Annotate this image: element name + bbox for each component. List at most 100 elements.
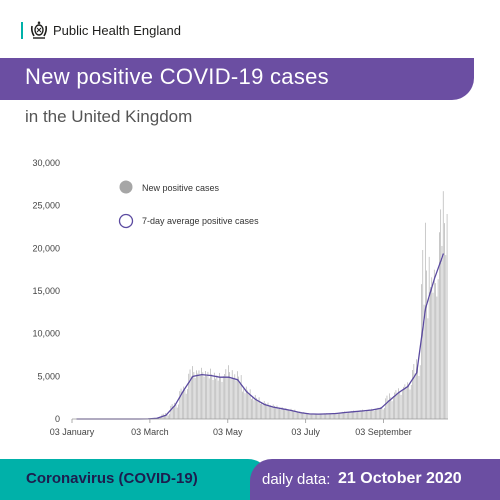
case-bar — [231, 370, 233, 419]
case-bar — [256, 398, 257, 419]
case-bar — [175, 405, 177, 419]
case-bar — [409, 389, 411, 419]
case-bar — [416, 359, 417, 419]
case-bar — [238, 376, 239, 419]
case-bar — [230, 378, 232, 419]
case-bar — [418, 375, 420, 419]
case-bar — [430, 286, 431, 419]
case-bar — [331, 413, 333, 419]
case-bar — [372, 409, 374, 419]
footer-date-band: daily data: 21 October 2020 — [250, 459, 500, 500]
case-bar — [334, 413, 335, 419]
case-bar — [271, 407, 273, 419]
case-bar — [179, 391, 181, 419]
case-bar — [309, 413, 311, 419]
case-bar — [221, 381, 223, 419]
case-bar — [170, 405, 172, 419]
case-bar — [358, 410, 360, 419]
case-bar — [268, 406, 270, 419]
case-bar — [359, 410, 361, 419]
case-bar — [171, 404, 173, 419]
case-bar — [219, 372, 220, 419]
case-bar — [314, 413, 316, 419]
case-bar — [387, 400, 389, 419]
case-bar — [362, 409, 364, 419]
case-bar — [295, 412, 297, 419]
case-bar — [441, 245, 443, 419]
case-bar — [190, 376, 192, 419]
case-bar — [206, 375, 207, 419]
case-bar — [166, 414, 168, 419]
case-bar — [198, 370, 200, 419]
case-bar — [311, 414, 312, 419]
legend-label-average: 7-day average positive cases — [142, 216, 259, 226]
case-bar — [167, 415, 169, 419]
case-bar — [335, 412, 337, 419]
case-bar — [277, 408, 279, 419]
case-bar — [353, 410, 355, 419]
case-bar — [297, 411, 298, 419]
case-bar — [280, 409, 282, 419]
case-bar — [432, 292, 434, 419]
case-bar — [262, 404, 264, 419]
case-bar — [440, 209, 442, 419]
case-bar — [375, 409, 376, 419]
y-tick-label: 5,000 — [37, 371, 60, 381]
case-bar — [317, 413, 319, 419]
chart-subtitle: in the United Kingdom — [25, 107, 193, 126]
case-bar — [185, 393, 187, 419]
case-bar — [436, 296, 438, 419]
case-bar — [396, 393, 398, 419]
case-bar — [424, 222, 426, 419]
case-bar — [321, 413, 323, 419]
case-bar — [290, 408, 292, 419]
case-bar — [176, 407, 178, 419]
seven-day-average-line — [76, 253, 445, 420]
case-bar — [349, 411, 351, 419]
case-bar — [183, 386, 184, 419]
case-bar — [405, 388, 407, 419]
case-bar — [245, 386, 247, 419]
case-bar — [242, 391, 243, 419]
case-bar — [298, 412, 300, 419]
x-tick-label: 03 May — [213, 427, 243, 437]
case-bar — [236, 371, 238, 419]
case-bar — [413, 364, 415, 419]
cases-bars — [143, 191, 448, 419]
x-tick-label: 03 March — [131, 427, 169, 437]
case-bar — [217, 380, 219, 419]
case-bar — [398, 388, 399, 419]
case-bar — [377, 407, 379, 419]
case-bar — [414, 373, 416, 419]
footer-date-label: daily data: — [262, 471, 331, 488]
case-bar — [247, 390, 248, 419]
case-bar — [322, 413, 324, 419]
footer-date-value: 21 October 2020 — [338, 470, 462, 487]
title-band: New positive COVID-19 cases — [0, 58, 474, 100]
case-bar — [422, 250, 424, 419]
case-bar — [378, 409, 380, 419]
case-bar — [257, 401, 259, 419]
case-bar — [226, 377, 228, 419]
case-bar — [184, 390, 186, 419]
case-bar — [332, 412, 334, 419]
case-bar — [254, 395, 256, 419]
case-bar — [373, 410, 375, 419]
case-bar — [352, 412, 353, 419]
case-bar — [308, 413, 310, 419]
case-bar — [192, 366, 193, 419]
y-tick-label: 25,000 — [32, 201, 60, 211]
case-bar — [258, 397, 260, 419]
case-bar — [389, 393, 390, 419]
case-bar — [260, 403, 261, 419]
case-bar — [330, 413, 332, 419]
org-name: Public Health England — [53, 23, 181, 38]
case-bar — [252, 396, 254, 419]
case-bar — [395, 390, 397, 419]
legend: New positive cases 7-day average positive… — [118, 180, 259, 229]
case-bar — [336, 413, 338, 419]
case-bar — [403, 386, 404, 419]
case-bar — [193, 372, 195, 419]
case-bar — [361, 411, 362, 419]
case-bar — [445, 255, 447, 419]
